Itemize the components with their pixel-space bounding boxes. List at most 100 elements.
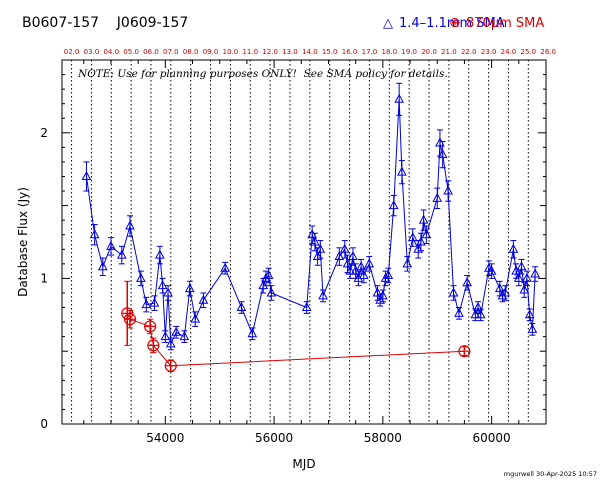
top-axis-tick-label: 02.0	[64, 48, 80, 56]
planning-note: NOTE: Use for planning purposes ONLY! Se…	[77, 68, 448, 80]
data-point-triangle	[511, 265, 521, 275]
data-point-triangle	[258, 280, 269, 290]
data-point-triangle	[263, 269, 274, 279]
data-point-triangle	[350, 265, 361, 275]
series-line	[126, 313, 465, 367]
data-point-triangle	[179, 331, 190, 341]
data-point-triangle	[184, 283, 195, 293]
data-point-triangle	[435, 137, 445, 147]
data-point-triangle	[141, 299, 152, 309]
data-point-triangle	[125, 220, 135, 230]
data-point-triangle	[342, 258, 353, 268]
data-point-triangle	[397, 166, 407, 176]
data-point-triangle	[157, 280, 168, 290]
top-axis-tick-label: 18.0	[382, 48, 398, 56]
top-axis-tick-label: 13.0	[282, 48, 298, 56]
top-axis-tick-label: 17.0	[362, 48, 378, 56]
x-tick-label: 58000	[364, 431, 402, 445]
x-axis-label: MJD	[292, 457, 315, 471]
data-point-triangle	[198, 294, 209, 304]
data-point-triangle	[380, 272, 391, 282]
x-tick-label: 56000	[255, 431, 293, 445]
y-tick-label: 0	[40, 417, 48, 431]
data-point-triangle	[348, 250, 358, 261]
data-point-triangle	[106, 240, 116, 250]
data-point-triangle	[266, 287, 277, 297]
data-point-triangle	[416, 236, 426, 246]
y-tick-label: 2	[40, 126, 48, 140]
top-axis-tick-label: 09.0	[203, 48, 219, 56]
data-point-triangle	[116, 249, 127, 259]
top-axis-tick-label: 08.0	[183, 48, 199, 56]
data-point-triangle	[375, 294, 385, 304]
year-gridlines	[71, 60, 529, 424]
x-axis: 54000 56000 58000 60000	[83, 60, 547, 445]
source-names: B0607-157 J0609-157	[22, 15, 188, 31]
top-axis-tick-label: 03.0	[84, 48, 100, 56]
data-point-triangle	[486, 265, 497, 275]
data-point-triangle	[437, 149, 448, 159]
data-point-triangle	[454, 307, 464, 317]
data-point-triangle	[372, 287, 383, 297]
y-tick-label: 1	[40, 271, 48, 285]
data-point-triangle	[315, 243, 326, 253]
legend-red-symbol: ⊕	[449, 15, 461, 31]
top-year-axis: 02.0 03.0 04.0 05.0 06.0 07.0 08.0 09.0 10.0 11.0…	[64, 48, 556, 56]
data-point-triangle	[513, 272, 524, 282]
data-point-triangle	[155, 249, 165, 259]
top-axis-tick-label: 21.0	[441, 48, 457, 56]
data-point-triangle	[310, 236, 320, 246]
top-axis-tick-label: 23.0	[481, 48, 497, 56]
legend-red-label: 870μm SMA	[466, 16, 544, 31]
data-point-triangle	[160, 331, 171, 341]
data-point-triangle	[530, 268, 540, 278]
series-1mm	[81, 82, 540, 351]
series-line	[85, 99, 536, 345]
data-point-triangle	[339, 243, 350, 253]
top-axis-tick-label: 10.0	[223, 48, 239, 56]
top-axis-tick-label: 19.0	[401, 48, 417, 56]
data-point-triangle	[358, 269, 369, 279]
top-axis-tick-label: 26.0	[540, 48, 556, 56]
data-point-triangle	[165, 338, 176, 348]
top-axis-tick-label: 14.0	[302, 48, 318, 56]
data-point-triangle	[261, 272, 271, 282]
data-point-triangle	[421, 229, 432, 239]
data-point-triangle	[247, 328, 258, 338]
data-point-triangle	[508, 243, 519, 253]
plot-frame	[61, 59, 547, 425]
x-tick-label: 54000	[146, 431, 184, 445]
data-point-triangle	[413, 243, 424, 253]
top-axis-tick-label: 05.0	[123, 48, 139, 56]
top-axis-tick-label: 07.0	[163, 48, 179, 56]
y-axis: 0 1 2	[40, 59, 546, 431]
data-point-triangle	[334, 250, 345, 261]
footer-credit: mgurwell 30-Apr-2025 10:57	[504, 470, 597, 478]
data-point-triangle	[473, 301, 483, 312]
top-axis-tick-label: 11.0	[242, 48, 258, 56]
y-axis-label: Database Flux (Jy)	[16, 187, 30, 297]
data-point-triangle	[470, 309, 481, 319]
data-point-triangle	[527, 323, 538, 333]
data-point-triangle	[220, 262, 230, 272]
data-point-triangle	[475, 309, 486, 319]
data-point-triangle	[388, 200, 399, 210]
data-point-triangle	[378, 290, 388, 300]
top-axis-tick-label: 16.0	[342, 48, 358, 56]
data-point-triangle	[356, 261, 366, 271]
data-point-triangle	[494, 283, 505, 293]
data-point-triangle	[418, 214, 429, 224]
data-point-triangle	[497, 290, 508, 300]
top-axis-tick-label: 12.0	[262, 48, 278, 56]
top-axis-tick-label: 04.0	[103, 48, 119, 56]
top-axis-tick-label: 24.0	[501, 48, 517, 56]
data-point-triangle	[516, 261, 527, 271]
data-point-triangle	[519, 284, 530, 294]
data-point-triangle	[136, 272, 146, 282]
data-point-triangle	[432, 192, 443, 202]
data-point-triangle	[383, 269, 394, 279]
top-axis-tick-label: 20.0	[421, 48, 437, 56]
data-point-triangle	[171, 326, 182, 336]
data-point-triangle	[407, 232, 418, 242]
top-axis-tick-label: 22.0	[461, 48, 477, 56]
